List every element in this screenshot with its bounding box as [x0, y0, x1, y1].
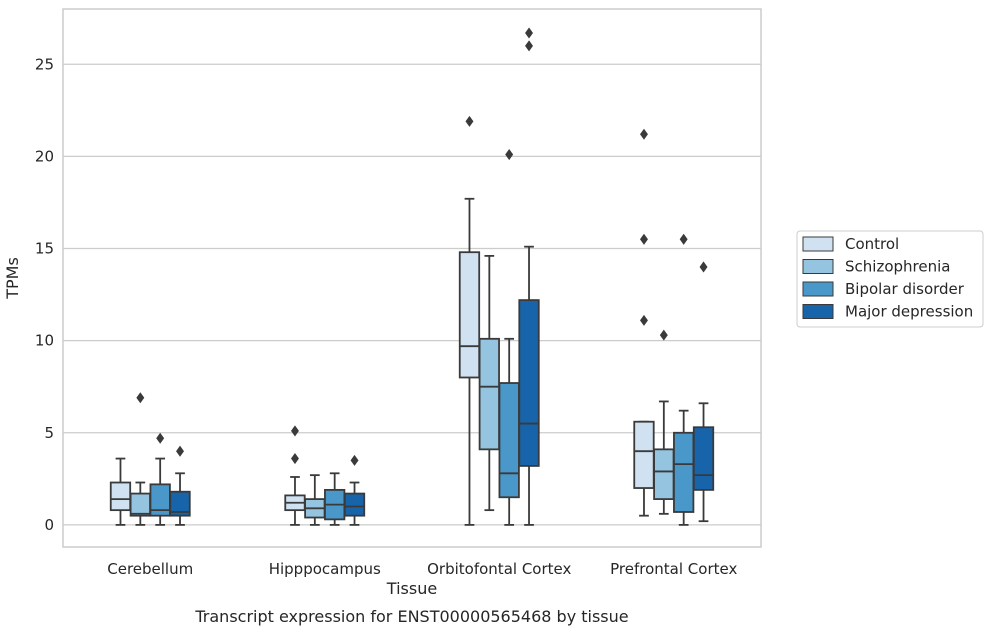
box-control: [633, 128, 655, 517]
legend-frame: [796, 230, 984, 328]
box-body: [109, 481, 132, 512]
legend-label-control: Control: [845, 235, 899, 253]
legend-swatch-major-depression: [802, 304, 834, 319]
legend-swatch-bipolar-disorder: [802, 281, 834, 297]
box-plot-series: [109, 27, 715, 526]
box-major-depression: [343, 454, 366, 526]
outlier-point: [505, 149, 514, 161]
outlier-point: [640, 314, 648, 326]
outlier-point: [156, 432, 165, 444]
box-major-depression: [692, 261, 715, 523]
outlier-point: [291, 453, 299, 465]
outlier-point: [640, 128, 648, 140]
outlier-point: [350, 454, 359, 466]
box-body: [692, 426, 715, 491]
box-body: [673, 431, 695, 513]
box-body: [129, 492, 151, 517]
box-body: [478, 337, 500, 451]
box-bipolar-disorder: [324, 472, 346, 526]
outlier-point: [465, 115, 474, 127]
y-tick-label: 15: [35, 240, 54, 258]
box-control: [458, 115, 481, 526]
box-schizophrenia: [304, 474, 326, 526]
box-body: [169, 490, 191, 517]
y-tick-label: 20: [35, 147, 54, 165]
outlier-point: [176, 445, 184, 457]
y-tick-label: 25: [35, 55, 54, 73]
x-tick-label: Hipppocampus: [269, 560, 381, 578]
y-axis-tick-labels: 0 5 10 15 20 25: [35, 55, 54, 534]
x-tick-label: Orbitofontal Cortex: [427, 560, 571, 578]
box-major-depression: [169, 445, 191, 526]
legend-label-bipolar-disorder: Bipolar disorder: [845, 280, 965, 298]
x-axis-tick-labels: Cerebellum Hipppocampus Orbitofontal Corte…: [107, 560, 737, 578]
outlier-point: [525, 40, 533, 52]
outlier-point: [659, 329, 668, 341]
box-schizophrenia: [129, 392, 151, 526]
outlier-point: [525, 27, 533, 39]
outlier-point: [679, 233, 688, 245]
box-body: [653, 448, 675, 500]
x-tick-label: Prefrontal Cortex: [610, 560, 737, 578]
y-gridlines: [63, 63, 761, 526]
legend-label-schizophrenia: Schizophrenia: [845, 258, 950, 276]
box-schizophrenia: [478, 254, 500, 512]
box-body: [343, 492, 366, 517]
box-control: [109, 457, 132, 526]
y-tick-label: 0: [44, 516, 54, 534]
box-bipolar-disorder: [673, 233, 695, 526]
box-body: [633, 420, 655, 489]
outlier-point: [291, 425, 299, 437]
box-major-depression: [518, 27, 540, 526]
legend-label-major-depression: Major depression: [845, 303, 973, 321]
box-schizophrenia: [653, 329, 675, 515]
y-tick-label: 5: [44, 424, 54, 442]
chart-caption: Transcript expression for ENST0000056546…: [194, 607, 628, 626]
box-bipolar-disorder: [149, 432, 171, 526]
x-axis-label: Tissue: [386, 579, 437, 598]
y-axis-label: TPMs: [3, 257, 22, 300]
outlier-point: [699, 261, 708, 273]
box-body: [458, 251, 481, 379]
legend-swatch-control: [802, 236, 834, 252]
box-control: [284, 425, 306, 526]
x-tick-label: Cerebellum: [107, 560, 193, 578]
box-body: [518, 299, 540, 467]
legend: Control Schizophrenia Bipolar disorder Majo…: [796, 230, 984, 328]
plot-area-frame: [62, 8, 762, 548]
legend-swatch-schizophrenia: [802, 259, 834, 274]
box-bipolar-disorder: [498, 149, 520, 526]
outlier-point: [640, 233, 648, 245]
box-body: [498, 382, 520, 499]
y-tick-label: 10: [35, 332, 54, 350]
outlier-point: [136, 392, 145, 404]
